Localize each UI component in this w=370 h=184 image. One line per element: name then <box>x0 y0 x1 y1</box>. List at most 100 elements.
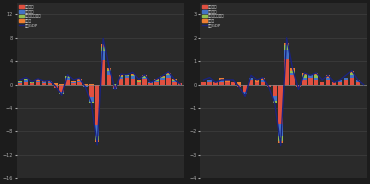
Bar <box>314 73 319 75</box>
Bar <box>249 80 253 85</box>
Bar <box>243 85 247 92</box>
Bar <box>119 77 123 79</box>
Bar <box>24 80 28 82</box>
Bar <box>219 78 223 80</box>
Legend: 民間消費, 民間投資, その他需要項目, 純輸出, 実質GDP: 民間消費, 民間投資, その他需要項目, 純輸出, 実質GDP <box>202 5 225 28</box>
Bar <box>113 88 117 89</box>
Bar <box>172 82 176 85</box>
Bar <box>350 73 354 75</box>
Bar <box>154 79 159 80</box>
Bar <box>237 85 241 87</box>
Bar <box>54 85 58 88</box>
Bar <box>131 74 135 75</box>
Bar <box>30 82 34 83</box>
Bar <box>125 77 129 78</box>
Bar <box>237 82 241 85</box>
Bar <box>314 75 319 78</box>
Bar <box>160 80 165 85</box>
Bar <box>154 81 159 82</box>
Bar <box>166 78 171 85</box>
Bar <box>279 85 283 124</box>
Bar <box>326 80 330 85</box>
Bar <box>65 78 70 80</box>
Bar <box>225 82 229 85</box>
Bar <box>113 84 117 85</box>
Bar <box>101 44 105 47</box>
Bar <box>83 85 88 86</box>
Bar <box>42 83 46 85</box>
Bar <box>279 141 283 143</box>
Bar <box>160 77 165 78</box>
Bar <box>172 81 176 82</box>
Bar <box>24 79 28 80</box>
Bar <box>113 85 117 88</box>
Bar <box>160 78 165 80</box>
Bar <box>142 78 147 79</box>
Bar <box>172 80 176 81</box>
Bar <box>101 51 105 59</box>
Bar <box>95 125 100 136</box>
Bar <box>261 78 265 80</box>
Bar <box>48 81 52 82</box>
Bar <box>207 80 212 82</box>
Bar <box>338 82 342 85</box>
Bar <box>107 71 111 75</box>
Bar <box>285 49 289 59</box>
Bar <box>60 93 64 94</box>
Bar <box>279 136 283 141</box>
Bar <box>77 79 82 81</box>
Bar <box>24 82 28 85</box>
Bar <box>125 75 129 77</box>
Bar <box>95 140 100 142</box>
Bar <box>326 78 330 80</box>
Bar <box>178 84 182 85</box>
Bar <box>290 73 295 75</box>
Bar <box>30 83 34 84</box>
Bar <box>255 82 259 85</box>
Bar <box>142 77 147 78</box>
Bar <box>356 80 360 82</box>
Bar <box>77 82 82 85</box>
Bar <box>302 75 307 78</box>
Bar <box>338 80 342 82</box>
Bar <box>89 102 94 103</box>
Bar <box>65 76 70 77</box>
Bar <box>148 83 153 85</box>
Bar <box>18 83 23 85</box>
Bar <box>285 43 289 45</box>
Bar <box>219 82 223 85</box>
Bar <box>219 80 223 82</box>
Bar <box>83 86 88 87</box>
Bar <box>42 82 46 83</box>
Bar <box>142 75 147 77</box>
Bar <box>290 71 295 73</box>
Bar <box>344 80 348 85</box>
Bar <box>273 85 277 96</box>
Bar <box>154 80 159 81</box>
Bar <box>137 82 141 85</box>
Bar <box>172 79 176 80</box>
Bar <box>326 75 330 78</box>
Bar <box>83 84 88 85</box>
Bar <box>314 80 319 85</box>
Bar <box>60 92 64 93</box>
Bar <box>255 80 259 82</box>
Bar <box>166 73 171 74</box>
Bar <box>131 79 135 85</box>
Bar <box>89 84 94 85</box>
Bar <box>279 124 283 136</box>
Bar <box>71 83 76 85</box>
Bar <box>350 75 354 78</box>
Bar <box>89 85 94 97</box>
Bar <box>101 47 105 51</box>
Legend: 民間消費, 民間投資, その他需要項目, 純輸出, 実質GDP: 民間消費, 民間投資, その他需要項目, 純輸出, 実質GDP <box>18 5 42 28</box>
Bar <box>273 101 277 103</box>
Bar <box>261 82 265 85</box>
Bar <box>142 79 147 85</box>
Bar <box>320 82 324 85</box>
Bar <box>119 75 123 76</box>
Bar <box>332 82 336 85</box>
Bar <box>131 77 135 79</box>
Bar <box>36 81 40 82</box>
Bar <box>261 80 265 82</box>
